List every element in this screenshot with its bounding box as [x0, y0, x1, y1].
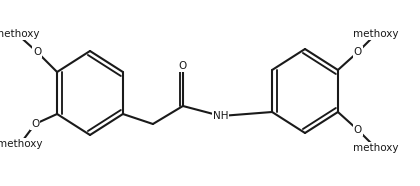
Text: O: O	[354, 47, 362, 57]
Text: NH: NH	[213, 111, 228, 121]
Text: O: O	[179, 61, 187, 71]
Text: methoxy: methoxy	[353, 143, 399, 153]
Text: methoxy: methoxy	[353, 29, 399, 39]
Text: O: O	[354, 125, 362, 135]
Text: methoxy: methoxy	[0, 139, 43, 149]
Text: O: O	[31, 119, 39, 129]
Text: methoxy: methoxy	[0, 29, 40, 39]
Text: O: O	[33, 47, 41, 57]
